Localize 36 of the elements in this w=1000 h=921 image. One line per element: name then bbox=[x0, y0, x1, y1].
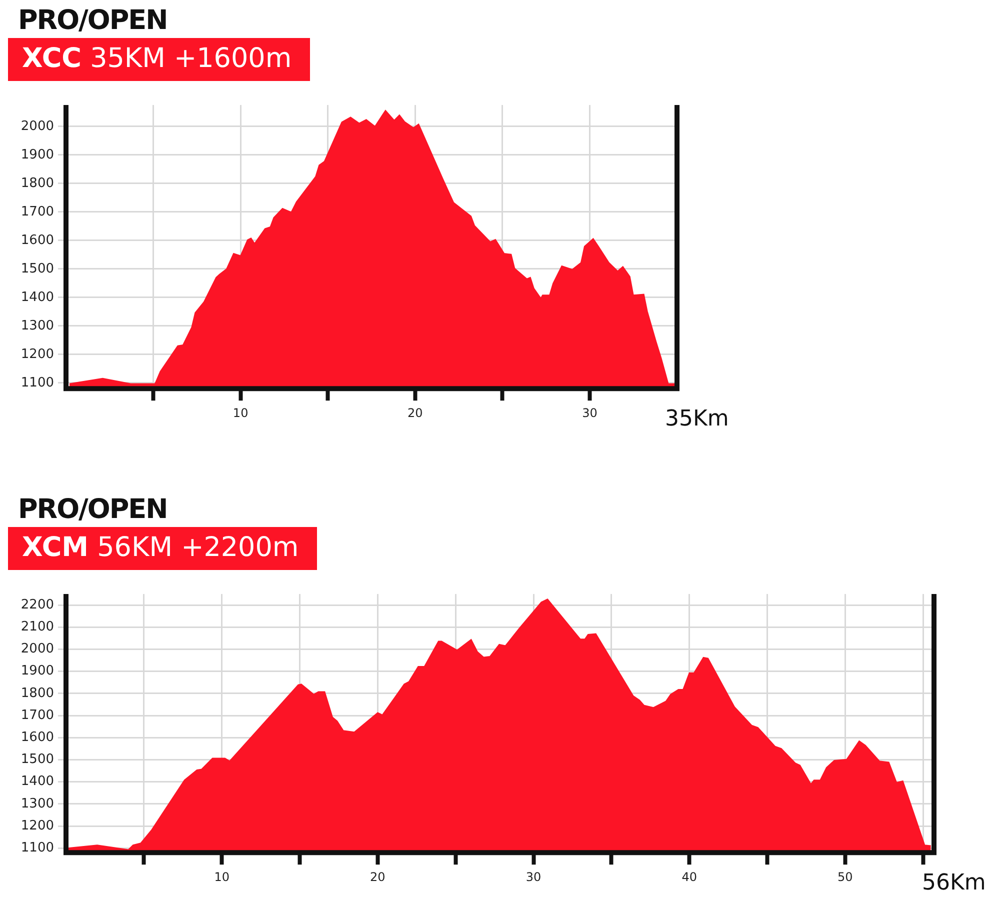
y-tick-label: 1700 bbox=[20, 204, 54, 220]
y-tick-label: 1600 bbox=[20, 232, 54, 248]
y-tick-label: 2100 bbox=[20, 620, 54, 635]
y-tick-label: 2000 bbox=[20, 642, 54, 657]
y-tick-label: 1100 bbox=[20, 840, 54, 856]
x-tick-label: 40 bbox=[682, 870, 697, 884]
y-tick-label: 1700 bbox=[20, 708, 54, 723]
y-tick-label: 1800 bbox=[20, 686, 54, 701]
y-tick-label: 1500 bbox=[20, 752, 54, 768]
x-tick-label: 20 bbox=[408, 406, 423, 420]
y-tick-label: 1400 bbox=[20, 774, 54, 790]
y-tick-label: 1300 bbox=[20, 318, 54, 334]
y-tick-label: 1200 bbox=[20, 346, 54, 362]
x-tick-label: 10 bbox=[232, 406, 248, 420]
x-tick-label: 10 bbox=[214, 870, 230, 884]
chart-subtitle: XCM 56KM +2200m bbox=[22, 532, 299, 563]
y-tick-label: 1400 bbox=[20, 290, 54, 305]
x-axis-title: 56Km bbox=[922, 870, 986, 896]
y-tick-label: 1500 bbox=[20, 261, 54, 276]
y-tick-label: 1100 bbox=[20, 375, 54, 390]
y-tick-label: 2000 bbox=[20, 118, 54, 134]
y-tick-label: 1600 bbox=[20, 730, 54, 746]
y-tick-label: 1900 bbox=[20, 664, 54, 679]
chart-title: PRO/OPEN bbox=[18, 4, 168, 38]
y-tick-label: 1200 bbox=[20, 818, 54, 834]
x-tick-label: 30 bbox=[526, 870, 542, 884]
chart-subtitle: XCC 35KM +1600m bbox=[22, 43, 292, 74]
chart-title: PRO/OPEN bbox=[18, 493, 168, 527]
y-tick-label: 1900 bbox=[20, 147, 54, 162]
x-axis-title: 35Km bbox=[665, 406, 729, 432]
x-tick-label: 20 bbox=[370, 870, 386, 884]
x-tick-label: 30 bbox=[582, 406, 598, 420]
y-tick-label: 1800 bbox=[20, 176, 54, 191]
y-tick-label: 1300 bbox=[20, 796, 54, 812]
x-tick-label: 50 bbox=[838, 870, 853, 884]
y-tick-label: 2200 bbox=[20, 597, 54, 612]
